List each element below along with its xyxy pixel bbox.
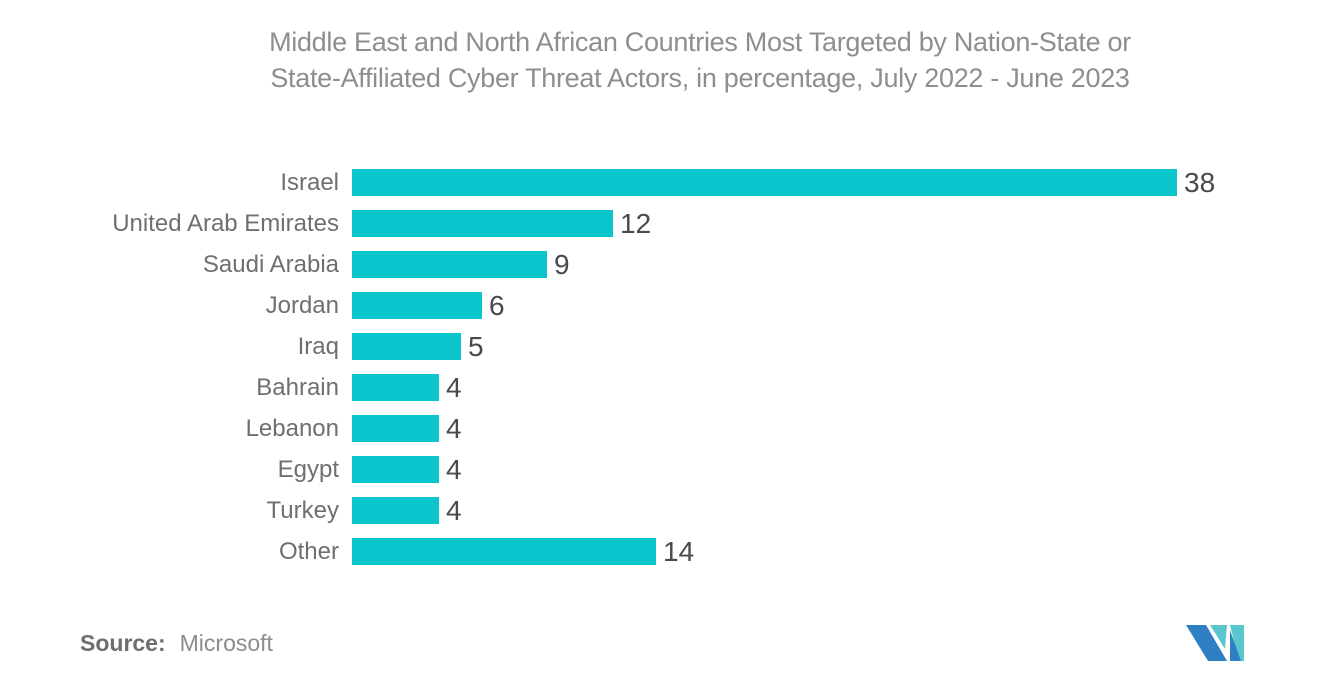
value-label: 6 xyxy=(489,289,505,321)
value-label: 4 xyxy=(446,453,462,485)
chart-title-line-2: State-Affiliated Cyber Threat Actors, in… xyxy=(270,63,1130,93)
bar-row: Israel 38 xyxy=(52,162,1320,203)
bar-row: United Arab Emirates 12 xyxy=(52,203,1320,244)
bar-row: Jordan 6 xyxy=(52,285,1320,326)
category-label: Egypt xyxy=(277,455,339,483)
bar-row: Iraq 5 xyxy=(52,326,1320,367)
category-label: Turkey xyxy=(266,496,339,524)
category-label: Saudi Arabia xyxy=(202,250,339,278)
value-label: 4 xyxy=(446,494,462,526)
value-label: 9 xyxy=(554,248,570,280)
bar-row: Lebanon 4 xyxy=(52,408,1320,449)
bar-chart: Israel 38 United Arab Emirates 12 Saudi Arab… xyxy=(52,162,1320,572)
category-label: Jordan xyxy=(265,291,339,319)
bar xyxy=(352,456,439,483)
bar-track: 4 xyxy=(352,371,1320,403)
category-label: Iraq xyxy=(297,332,339,360)
bar xyxy=(352,333,461,360)
bar-track: 9 xyxy=(352,248,1320,280)
value-label: 4 xyxy=(446,371,462,403)
category-label: United Arab Emirates xyxy=(112,209,339,237)
bar-track: 38 xyxy=(352,166,1320,198)
bar-track: 4 xyxy=(352,412,1320,444)
source-label: Source: xyxy=(80,629,166,656)
bar-row: Other 14 xyxy=(52,531,1320,572)
bar xyxy=(352,251,547,278)
bar xyxy=(352,415,439,442)
bar-track: 4 xyxy=(352,494,1320,526)
mordor-intelligence-logo xyxy=(1186,624,1244,662)
bar-row: Turkey 4 xyxy=(52,490,1320,531)
chart-footer: Source: Microsoft xyxy=(80,624,1244,662)
category-label: Other xyxy=(278,537,339,565)
source-value: Microsoft xyxy=(179,629,273,656)
bar xyxy=(352,374,439,401)
bar xyxy=(352,292,482,319)
bar-track: 12 xyxy=(352,207,1320,239)
bar-track: 4 xyxy=(352,453,1320,485)
bar xyxy=(352,497,439,524)
bar-row: Bahrain 4 xyxy=(52,367,1320,408)
source-line: Source: Microsoft xyxy=(80,630,273,657)
value-label: 38 xyxy=(1184,166,1216,198)
value-label: 4 xyxy=(446,412,462,444)
value-label: 12 xyxy=(620,207,652,239)
bar xyxy=(352,210,613,237)
bar-row: Saudi Arabia 9 xyxy=(52,244,1320,285)
bar-row: Egypt 4 xyxy=(52,449,1320,490)
chart-page: Middle East and North African Countries … xyxy=(0,24,1320,689)
value-label: 5 xyxy=(468,330,484,362)
category-label: Bahrain xyxy=(256,373,339,401)
chart-title: Middle East and North African Countries … xyxy=(0,24,1320,96)
mordor-logo-icon xyxy=(1186,625,1244,661)
bar-track: 14 xyxy=(352,535,1320,567)
chart-title-line-1: Middle East and North African Countries … xyxy=(269,27,1131,57)
bar-track: 6 xyxy=(352,289,1320,321)
bar-track: 5 xyxy=(352,330,1320,362)
value-label: 14 xyxy=(663,535,695,567)
bar xyxy=(352,538,656,565)
bar xyxy=(352,169,1177,196)
category-label: Israel xyxy=(280,168,339,196)
category-label: Lebanon xyxy=(245,414,339,442)
